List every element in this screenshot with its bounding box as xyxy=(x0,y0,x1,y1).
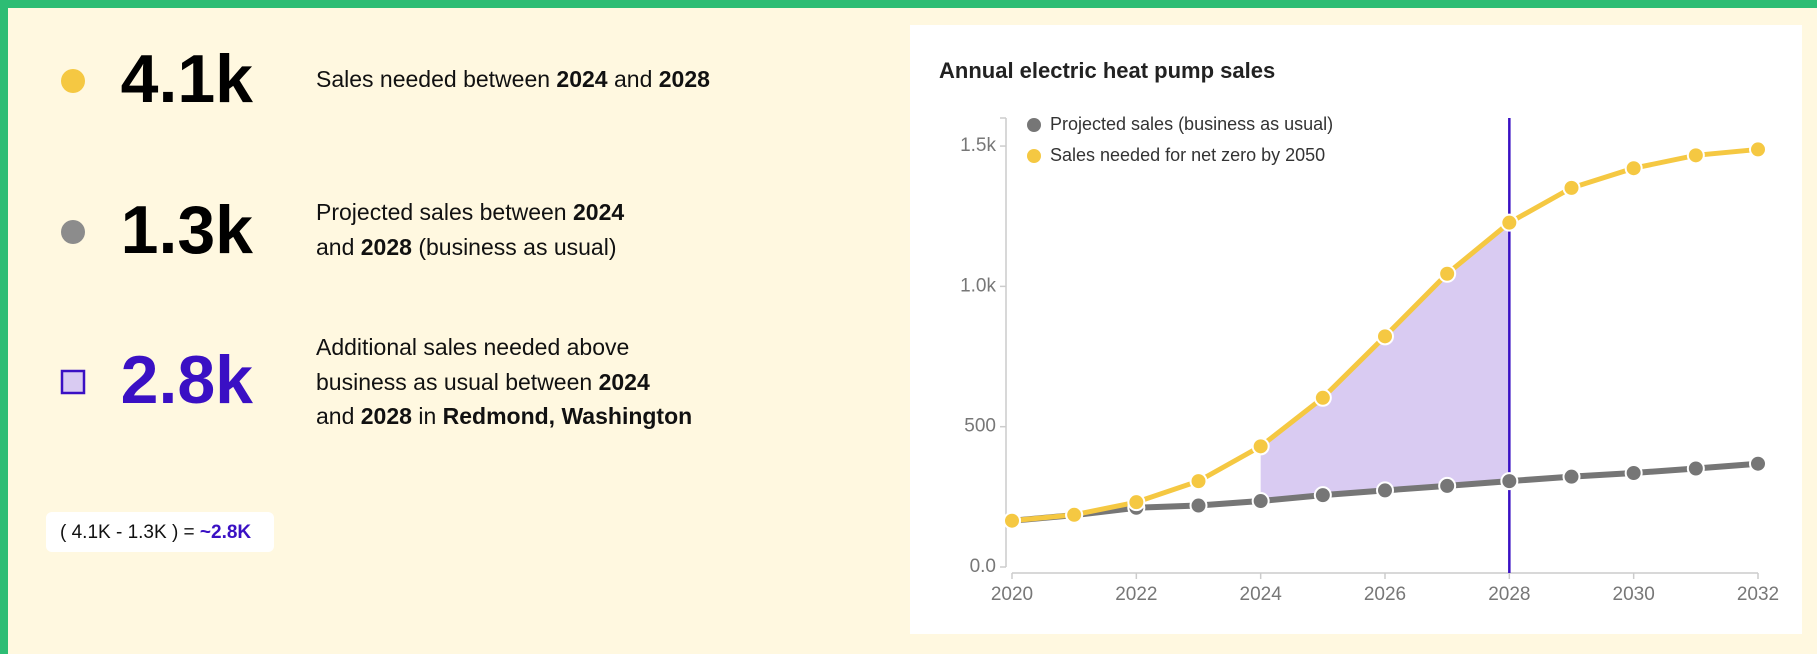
legend-swatch xyxy=(1027,118,1041,132)
stat-value: 2.8k xyxy=(121,342,254,418)
legend-swatch xyxy=(1027,149,1041,163)
text-segment: 2024 xyxy=(556,66,607,92)
data-point xyxy=(1127,493,1146,512)
data-point xyxy=(1500,213,1519,232)
chart-title: Annual electric heat pump sales xyxy=(939,58,1275,83)
data-point xyxy=(1686,459,1705,478)
data-point xyxy=(1189,472,1208,491)
x-tick-label: 2022 xyxy=(1115,584,1157,605)
chart-card xyxy=(910,25,1802,634)
x-tick-label: 2024 xyxy=(1240,584,1283,605)
stat-description: and 2028 (business as usual) xyxy=(316,234,616,260)
text-segment: Redmond, Washington xyxy=(443,403,693,429)
stat-marker xyxy=(61,69,85,93)
stat-description: business as usual between 2024 xyxy=(316,369,650,395)
text-segment: and xyxy=(316,403,361,429)
text-segment: 2028 xyxy=(659,66,710,92)
formula-box xyxy=(46,512,274,552)
text-segment: business as usual between xyxy=(316,369,599,395)
data-point xyxy=(1624,159,1643,178)
stat-description: and 2028 in Redmond, Washington xyxy=(316,403,692,429)
data-point xyxy=(1749,140,1767,159)
data-point xyxy=(1686,146,1705,165)
legend-label: Projected sales (business as usual) xyxy=(1050,114,1333,134)
x-tick-label: 2032 xyxy=(1737,584,1779,605)
formula-text: ( 4.1K - 1.3K ) = xyxy=(60,522,200,543)
data-point xyxy=(1500,472,1519,491)
text-segment: 2028 xyxy=(361,403,412,429)
text-segment: Projected sales between xyxy=(316,199,573,225)
data-point xyxy=(1376,481,1394,500)
data-point xyxy=(1313,388,1332,407)
data-point xyxy=(1251,492,1270,511)
data-point xyxy=(1749,454,1767,473)
stat-description: Sales needed between 2024 and 2028 xyxy=(316,66,710,92)
formula: ( 4.1K - 1.3K ) = ~2.8K xyxy=(60,522,251,543)
data-point xyxy=(1562,467,1581,486)
text-segment: Sales needed between xyxy=(316,66,556,92)
shaded-gap xyxy=(1260,222,1510,502)
data-point xyxy=(1438,264,1457,283)
data-point xyxy=(1003,511,1021,530)
x-tick-label: 2030 xyxy=(1613,584,1655,605)
data-point xyxy=(1313,486,1332,505)
data-point xyxy=(1376,327,1394,346)
stat-value: 4.1k xyxy=(121,41,254,117)
stat-description: Projected sales between 2024 xyxy=(316,199,624,225)
legend-label: Sales needed for net zero by 2050 xyxy=(1050,145,1325,165)
text-segment: in xyxy=(412,403,443,429)
text-segment: 2024 xyxy=(599,369,650,395)
data-point xyxy=(1251,437,1270,456)
text-segment: 2028 xyxy=(361,234,412,260)
y-tick-label: 1.5k xyxy=(960,135,996,156)
data-point xyxy=(1562,178,1581,197)
stat-marker xyxy=(60,369,86,395)
formula-result: ~2.8K xyxy=(200,522,252,543)
data-point xyxy=(1065,505,1084,524)
text-segment: (business as usual) xyxy=(412,234,617,260)
stat-marker xyxy=(61,220,85,244)
data-point xyxy=(1438,476,1457,495)
data-point xyxy=(1189,496,1208,515)
text-segment: Additional sales needed above xyxy=(316,334,629,360)
x-tick-label: 2026 xyxy=(1364,584,1406,605)
stat-description: Additional sales needed above xyxy=(316,334,629,360)
text-segment: 2024 xyxy=(573,199,624,225)
y-tick-label: 500 xyxy=(964,416,996,437)
y-tick-label: 1.0k xyxy=(960,275,996,296)
x-tick-label: 2020 xyxy=(991,584,1033,605)
text-segment: and xyxy=(316,234,361,260)
data-point xyxy=(1624,463,1643,482)
text-segment: and xyxy=(608,66,659,92)
stat-value: 1.3k xyxy=(121,192,254,268)
x-tick-label: 2028 xyxy=(1488,584,1530,605)
y-tick-label: 0.0 xyxy=(970,556,996,577)
